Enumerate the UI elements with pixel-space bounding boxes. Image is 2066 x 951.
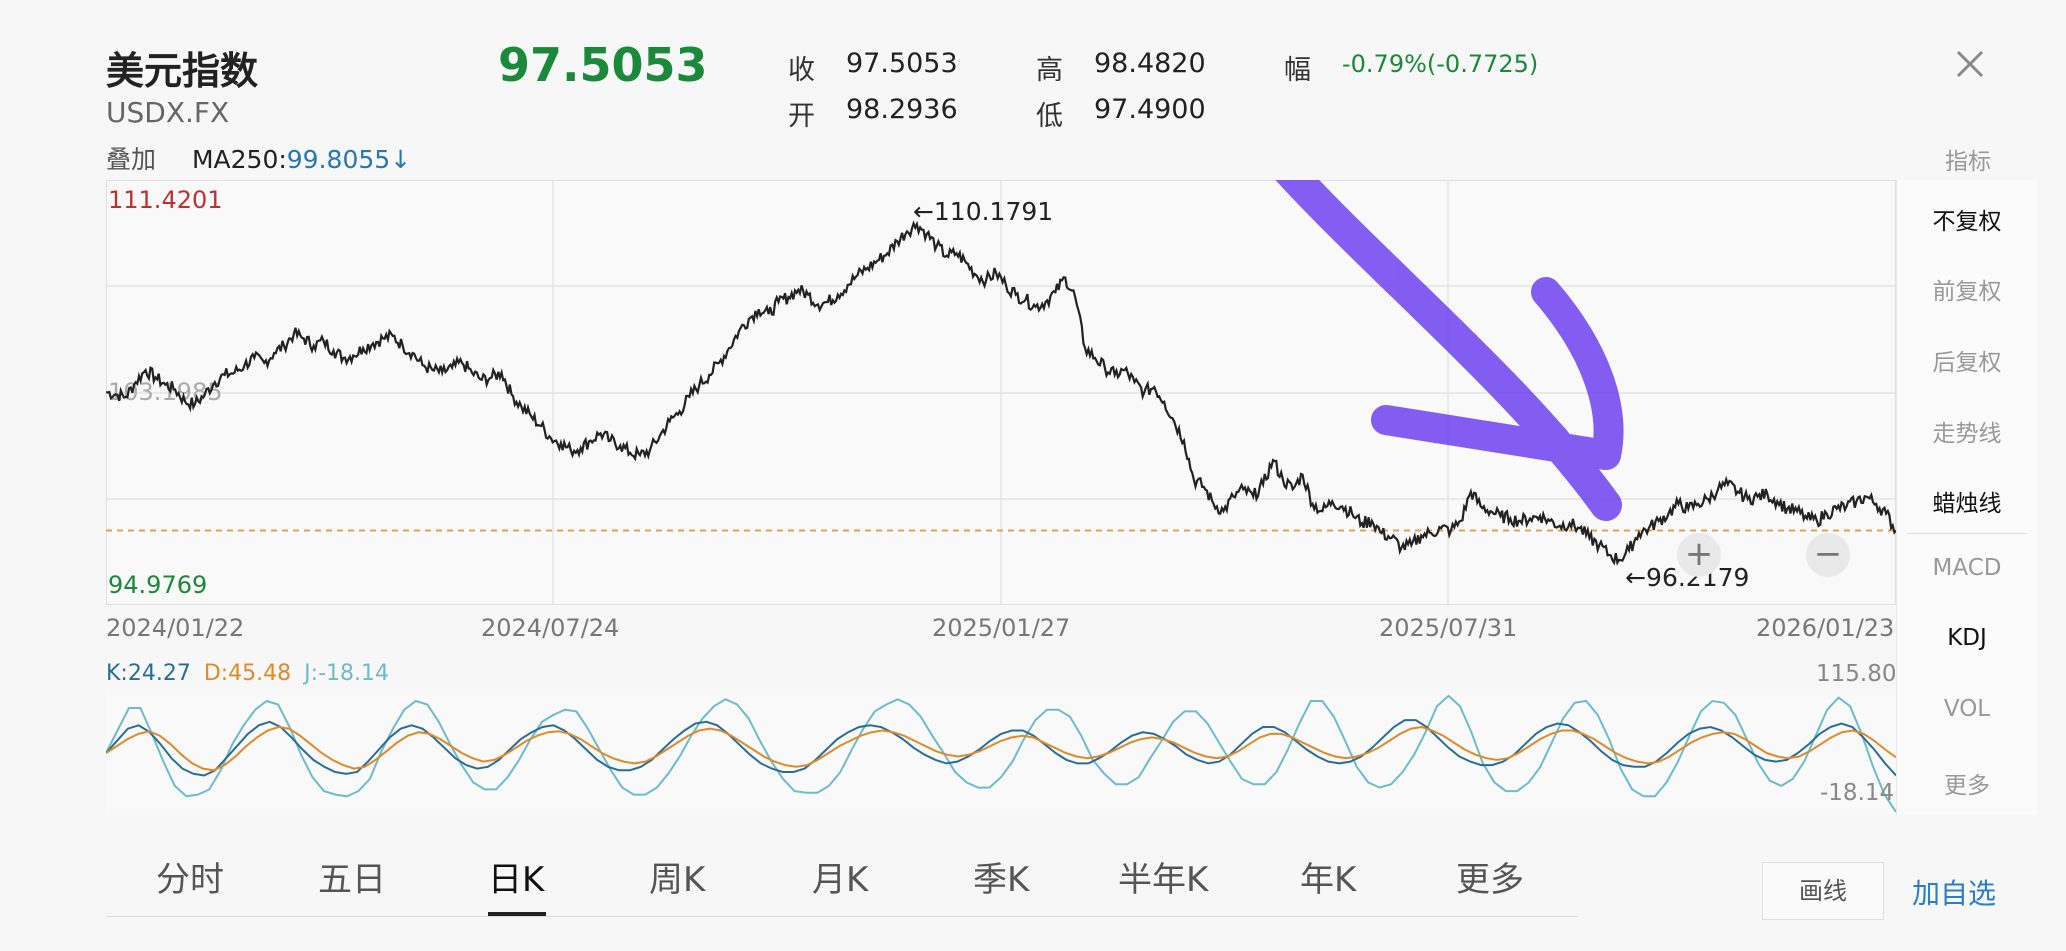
side-item-macd[interactable]: MACD: [1932, 555, 2002, 581]
kdj-j-value: J:-18.14: [304, 661, 389, 686]
side-item-no-adjust[interactable]: 不复权: [1932, 209, 2002, 235]
y-mid-label: 103.1985: [108, 378, 223, 406]
hand-drawn-arrow: [1275, 180, 1624, 521]
close-value: 97.5053: [846, 48, 958, 79]
low-value: 97.4900: [1094, 94, 1206, 125]
zoom-in-button[interactable]: +: [1677, 533, 1721, 577]
tab-half-year-k[interactable]: 半年K: [1118, 860, 1209, 900]
zoom-out-button[interactable]: −: [1806, 533, 1850, 577]
tab-weekly-k[interactable]: 周K: [649, 860, 706, 900]
side-item-line-chart[interactable]: 走势线: [1932, 421, 2002, 447]
kdj-chart[interactable]: [106, 660, 1896, 815]
instrument-symbol: USDX.FX: [106, 96, 230, 129]
open-value: 98.2936: [846, 94, 958, 125]
kdj-min-label: -18.14: [1820, 780, 1895, 806]
price-series-line: [106, 220, 1896, 566]
side-item-kdj[interactable]: KDJ: [1947, 625, 1987, 651]
kdj-k-line: [106, 719, 1896, 777]
tab-daily-k[interactable]: 日K: [488, 860, 545, 900]
side-item-forward-adjust[interactable]: 前复权: [1932, 279, 2002, 305]
tab-monthly-k[interactable]: 月K: [812, 860, 869, 900]
change-value: -0.79%(-0.7725): [1342, 50, 1539, 78]
add-watchlist-button[interactable]: 加自选: [1912, 877, 1997, 910]
kdj-j-line: [106, 694, 1896, 813]
y-min-label: 94.9769: [108, 571, 207, 599]
high-marker: ←110.1791: [913, 197, 1053, 226]
tab-intraday[interactable]: 分时: [156, 860, 224, 900]
side-menu-panel: 不复权 前复权 后复权 走势线 蜡烛线 MACD KDJ VOL 更多: [1896, 180, 2037, 815]
close-icon[interactable]: [1950, 44, 1990, 84]
tab-more[interactable]: 更多: [1456, 860, 1524, 900]
side-menu-divider: [1907, 533, 2027, 534]
open-label: 开: [788, 101, 815, 132]
kdj-legend: K:24.27 D:45.48 J:-18.14: [106, 661, 389, 686]
kdj-max-label: 115.80: [1816, 661, 1897, 687]
period-tabs: 分时 五日 日K 周K 月K 季K 半年K 年K 更多: [106, 852, 1578, 917]
low-label: 低: [1036, 101, 1063, 132]
side-item-candlestick[interactable]: 蜡烛线: [1932, 491, 2002, 517]
kdj-d-line: [106, 725, 1896, 772]
kdj-background: [106, 690, 1896, 815]
ma250-label: MA250:: [191, 145, 287, 174]
tab-five-day[interactable]: 五日: [318, 860, 386, 900]
draw-line-button[interactable]: 画线: [1762, 862, 1884, 920]
tab-quarterly-k[interactable]: 季K: [973, 860, 1030, 900]
active-tab-indicator: [488, 912, 546, 916]
side-item-backward-adjust[interactable]: 后复权: [1932, 350, 2002, 376]
side-item-more[interactable]: 更多: [1944, 773, 1990, 799]
side-item-vol[interactable]: VOL: [1943, 696, 1991, 722]
price-chart[interactable]: 103.1985 111.4201 94.9769 ←110.1791 ←96.…: [106, 180, 1896, 605]
high-value: 98.4820: [1094, 48, 1206, 79]
high-label: 高: [1036, 55, 1063, 86]
side-menu-header: 指标: [1945, 149, 1991, 175]
kdj-k-value: K:24.27: [106, 661, 191, 686]
y-max-label: 111.4201: [108, 186, 223, 214]
x-date-label: 2025/07/31: [1379, 614, 1518, 642]
x-date-label: 2024/01/22: [106, 614, 245, 642]
ma250-value: 99.8055↓: [286, 145, 412, 174]
x-date-label: 2026/01/23: [1756, 614, 1895, 642]
change-label: 幅: [1284, 55, 1311, 86]
overlay-label[interactable]: 叠加: [106, 145, 157, 174]
overlay-row: 叠加 MA250:99.8055↓: [106, 140, 411, 176]
tab-yearly-k[interactable]: 年K: [1300, 860, 1357, 900]
x-date-label: 2025/01/27: [932, 614, 1071, 642]
close-label: 收: [788, 55, 815, 86]
current-price: 97.5053: [498, 38, 708, 92]
kdj-d-value: D:45.48: [203, 661, 292, 686]
x-date-label: 2024/07/24: [481, 614, 620, 642]
instrument-title: 美元指数: [106, 49, 259, 93]
